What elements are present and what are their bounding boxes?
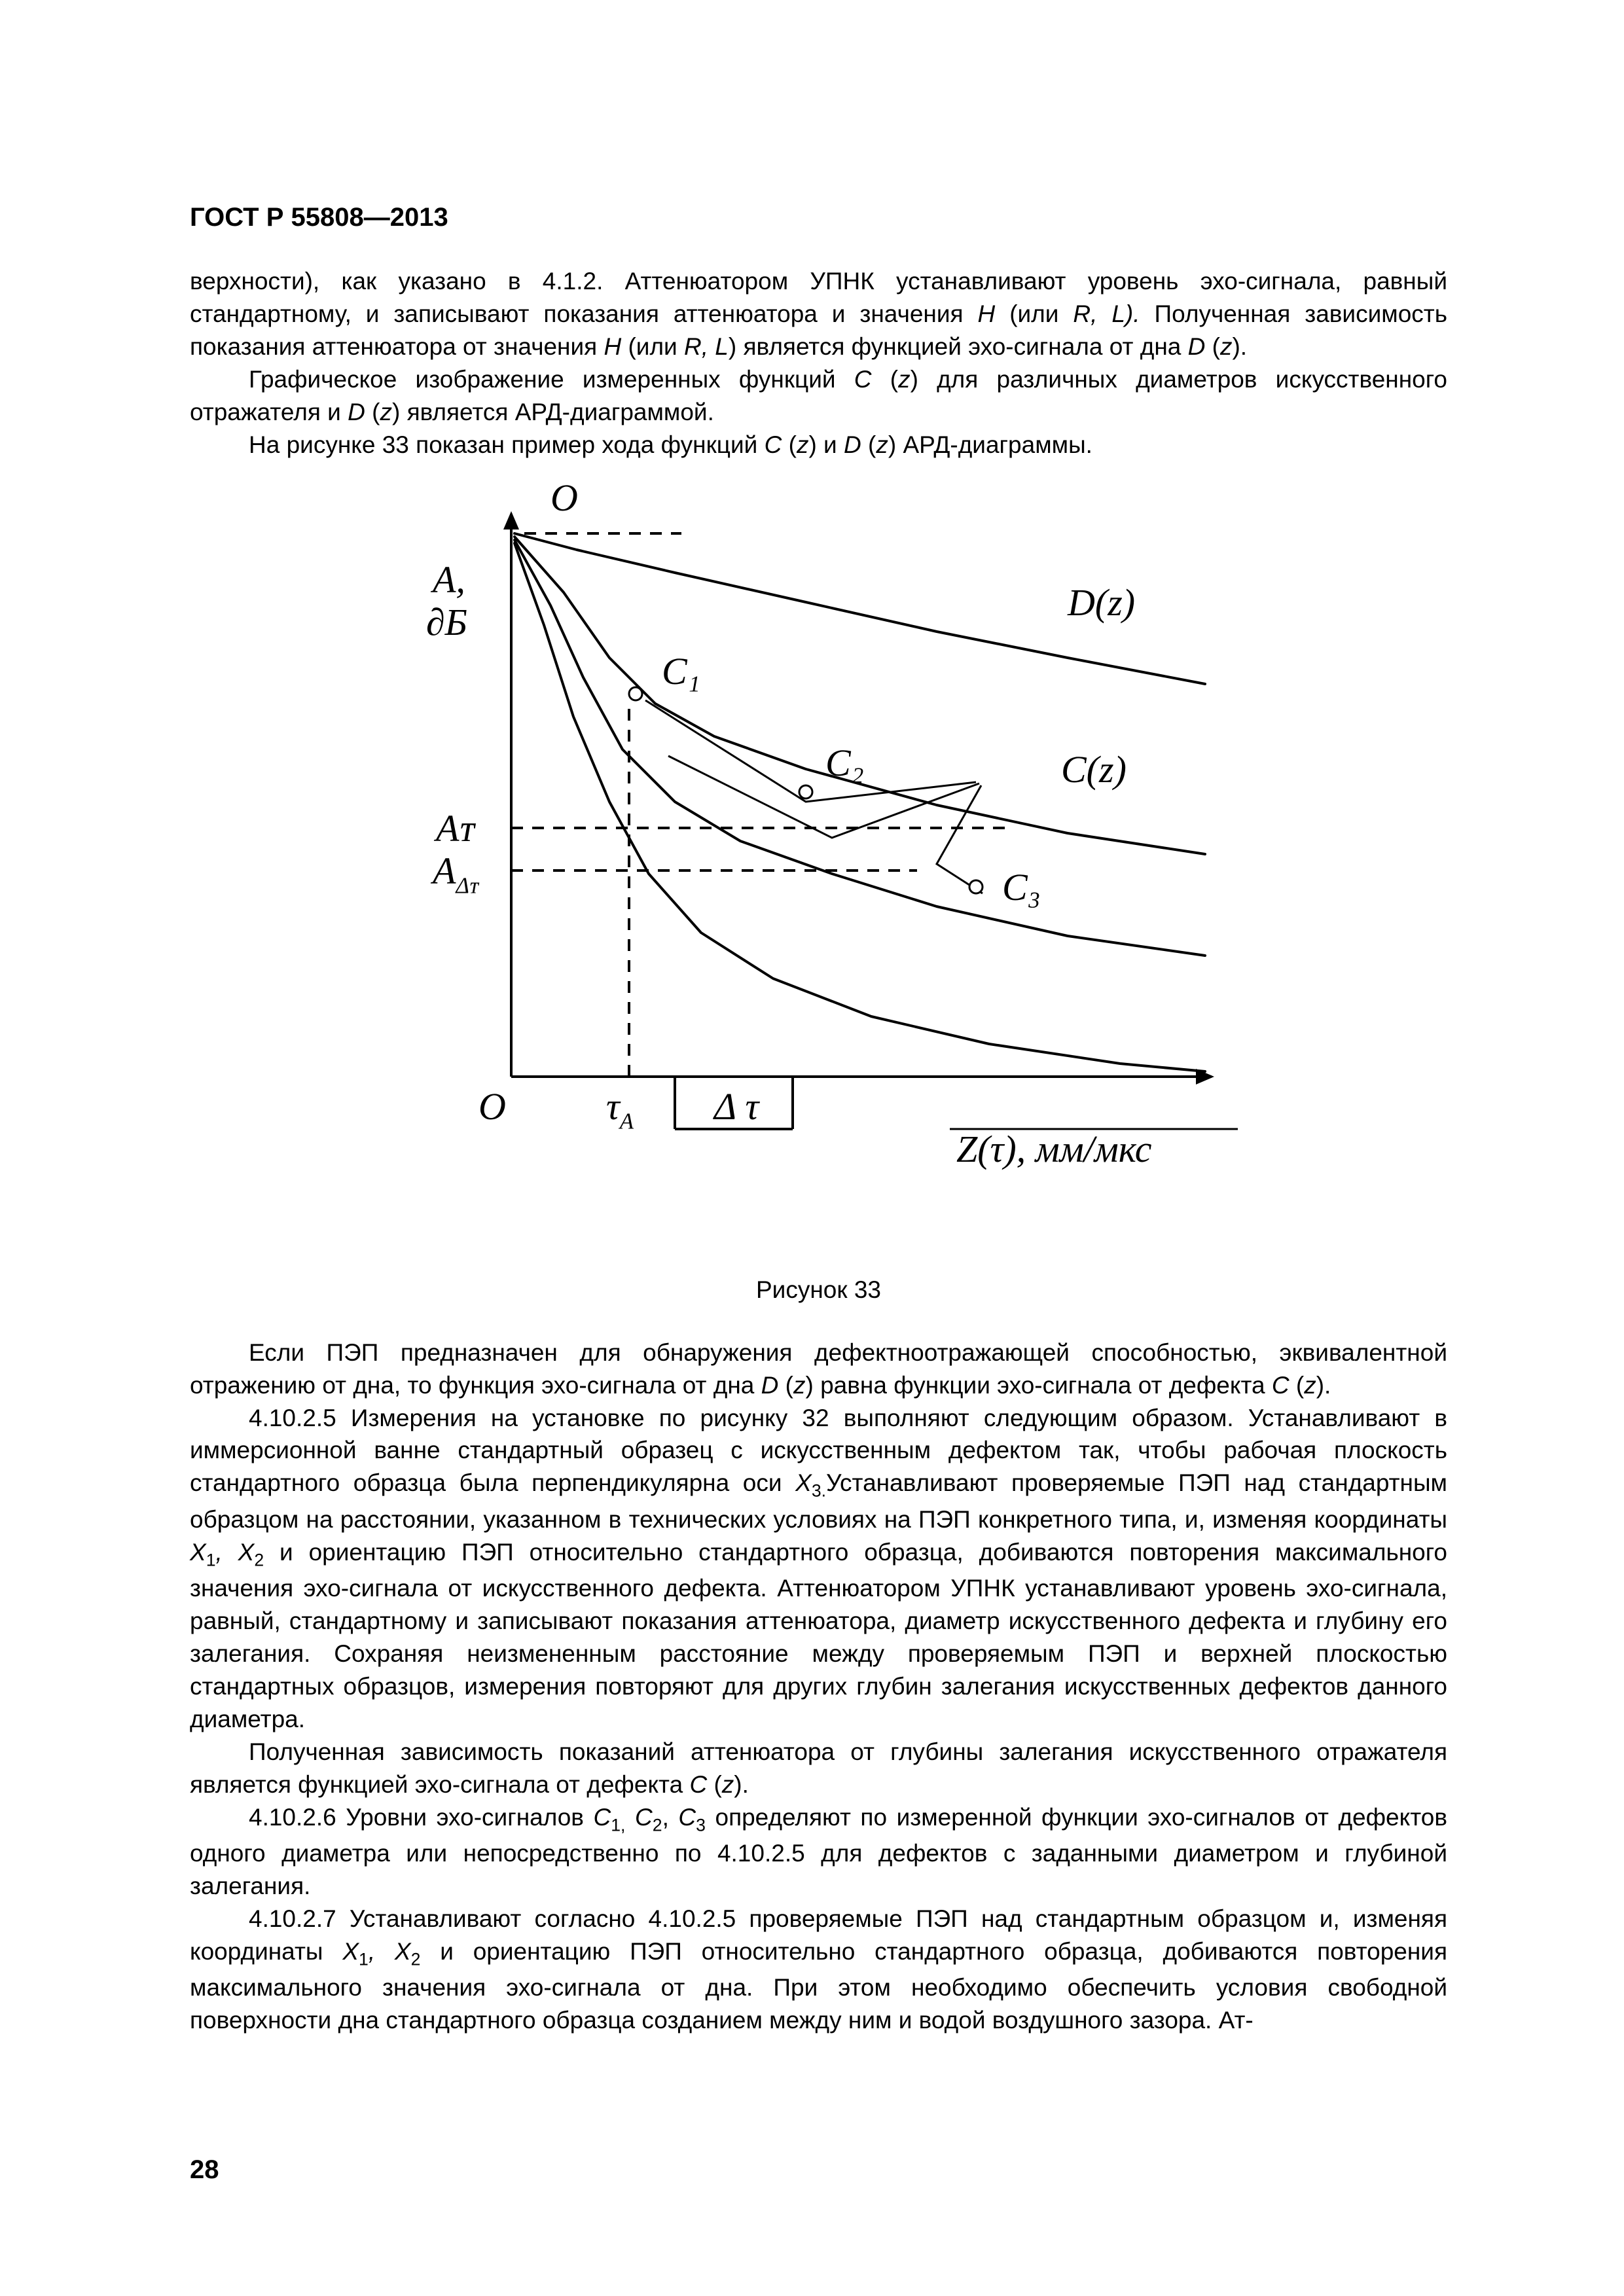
svg-text:C₃: C₃: [1002, 866, 1041, 908]
p8-var-X1: X: [342, 1938, 359, 1965]
p4-var-z2: z: [1304, 1372, 1316, 1399]
p7-sub: 3: [696, 1815, 706, 1835]
p5-sub: 3.: [812, 1481, 826, 1501]
p1-var-RL: R, L).: [1073, 300, 1140, 327]
page-number: 28: [190, 2155, 219, 2185]
p1-text: (: [1205, 333, 1220, 360]
p3-text: На рисунке 33 показан пример хода функци…: [249, 431, 765, 458]
paragraph-2: Графическое изображение измеренных функц…: [190, 363, 1447, 429]
p1-text: (или: [995, 300, 1073, 327]
svg-text:Aᴛ: Aᴛ: [433, 807, 476, 850]
p3-text: ) и: [808, 431, 844, 458]
p5-var-X1: X: [190, 1539, 206, 1566]
p5-sub: 2: [254, 1550, 264, 1570]
p1-text: (или: [621, 333, 684, 360]
paragraph-5: 4.10.2.5 Измерения на установке по рисун…: [190, 1402, 1447, 1736]
svg-text:O: O: [550, 476, 578, 519]
p6-text: Полученная зависимость показаний аттенюа…: [190, 1738, 1447, 1798]
p4-var-C: C: [1272, 1372, 1290, 1399]
p4-var-z: z: [793, 1372, 806, 1399]
p1-var-H: H: [978, 300, 996, 327]
p3-text: (: [782, 431, 797, 458]
p6-var-C: C: [689, 1771, 707, 1798]
p8-sub: 1: [359, 1949, 369, 1969]
p8-sub: 2: [411, 1949, 421, 1969]
p1-var-RL2: R, L: [684, 333, 729, 360]
p6-var-z: z: [722, 1771, 734, 1798]
p5-var-X3: X: [795, 1469, 812, 1496]
p5-text: ,: [216, 1539, 238, 1566]
p2-text: (: [365, 399, 380, 425]
figure-33-container: O A,∂Б AᴛAΔᴛ OτA Δ τ Z(τ), мм/мкс D(z) C(z) C₁ C₂…: [190, 475, 1447, 1198]
svg-text:∂Б: ∂Б: [426, 601, 467, 643]
p5-sub: 1: [206, 1550, 216, 1570]
paragraph-8: 4.10.2.7 Устанавливают согласно 4.10.2.5…: [190, 1903, 1447, 2037]
paragraph-7: 4.10.2.6 Уровни эхо-сигналов C1, C2, C3 …: [190, 1801, 1447, 1903]
p7-var-C2: C: [635, 1804, 653, 1831]
paragraph-1: верхности), как указано в 4.1.2. Аттенюа…: [190, 265, 1447, 363]
document-header: ГОСТ Р 55808—2013: [190, 203, 1447, 232]
figure-33-diagram: O A,∂Б AᴛAΔᴛ OτA Δ τ Z(τ), мм/мкс D(z) C(z) C₁ C₂…: [348, 475, 1290, 1194]
svg-text:C₁: C₁: [662, 650, 700, 692]
p6-text: ).: [734, 1771, 749, 1798]
p3-var-z: z: [797, 431, 809, 458]
p2-text: Графическое изображение измеренных функц…: [249, 366, 854, 393]
p7-var-C1: C: [594, 1804, 611, 1831]
p4-text: ) равна функции эхо-сигнала от дефекта: [805, 1372, 1271, 1399]
p2-text: (: [872, 366, 899, 393]
svg-text:τA: τA: [606, 1085, 634, 1134]
p5-var-X2: X: [238, 1539, 255, 1566]
body-text-block-1: верхности), как указано в 4.1.2. Аттенюа…: [190, 265, 1447, 461]
svg-text:A,: A,: [430, 558, 465, 601]
p1-text: ) является функцией эхо-сигнала от дна: [729, 333, 1188, 360]
p7-sub: 1,: [611, 1815, 625, 1835]
p3-var-C: C: [765, 431, 782, 458]
paragraph-3: На рисунке 33 показан пример хода функци…: [190, 429, 1447, 461]
svg-text:Z(τ), мм/мкс: Z(τ), мм/мкс: [956, 1128, 1152, 1170]
p5-text: и ориентацию ПЭП относительно стандартно…: [190, 1539, 1447, 1732]
p7-var-C3: C: [678, 1804, 696, 1831]
p3-var-z2: z: [876, 431, 888, 458]
p7-sub: 2: [653, 1815, 662, 1835]
figure-33-caption: Рисунок 33: [190, 1276, 1447, 1304]
svg-text:C₂: C₂: [825, 742, 864, 784]
p2-text: ) является АРД-диаграммой.: [392, 399, 714, 425]
p2-var-C: C: [854, 366, 872, 393]
p7-text: ,: [662, 1804, 679, 1831]
svg-text:AΔᴛ: AΔᴛ: [430, 850, 480, 899]
svg-text:C(z): C(z): [1061, 748, 1127, 791]
p8-var-X2: X: [395, 1938, 411, 1965]
p1-var-D: D: [1188, 333, 1206, 360]
p3-var-D: D: [844, 431, 861, 458]
p2-var-D: D: [348, 399, 365, 425]
p1-var-H2: H: [604, 333, 621, 360]
p3-text: (: [861, 431, 876, 458]
p4-text: ).: [1316, 1372, 1331, 1399]
p2-var-z: z: [898, 366, 911, 393]
p7-text: 4.10.2.6 Уровни эхо-сигналов: [249, 1804, 594, 1831]
p3-text: ) АРД-диаграммы.: [888, 431, 1092, 458]
svg-text:Δ τ: Δ τ: [713, 1085, 760, 1128]
p6-text: (: [707, 1771, 722, 1798]
p4-text: (: [778, 1372, 793, 1399]
p8-text: ,: [369, 1938, 395, 1965]
p1-var-z: z: [1220, 333, 1233, 360]
p4-text: (: [1290, 1372, 1305, 1399]
p1-text: ).: [1232, 333, 1247, 360]
body-text-block-2: Если ПЭП предназначен для обнаружения де…: [190, 1336, 1447, 2037]
paragraph-4: Если ПЭП предназначен для обнаружения де…: [190, 1336, 1447, 1402]
paragraph-6: Полученная зависимость показаний аттенюа…: [190, 1736, 1447, 1801]
svg-text:O: O: [478, 1085, 506, 1128]
p4-var-D: D: [761, 1372, 779, 1399]
svg-text:D(z): D(z): [1067, 581, 1135, 624]
p2-var-z2: z: [380, 399, 392, 425]
